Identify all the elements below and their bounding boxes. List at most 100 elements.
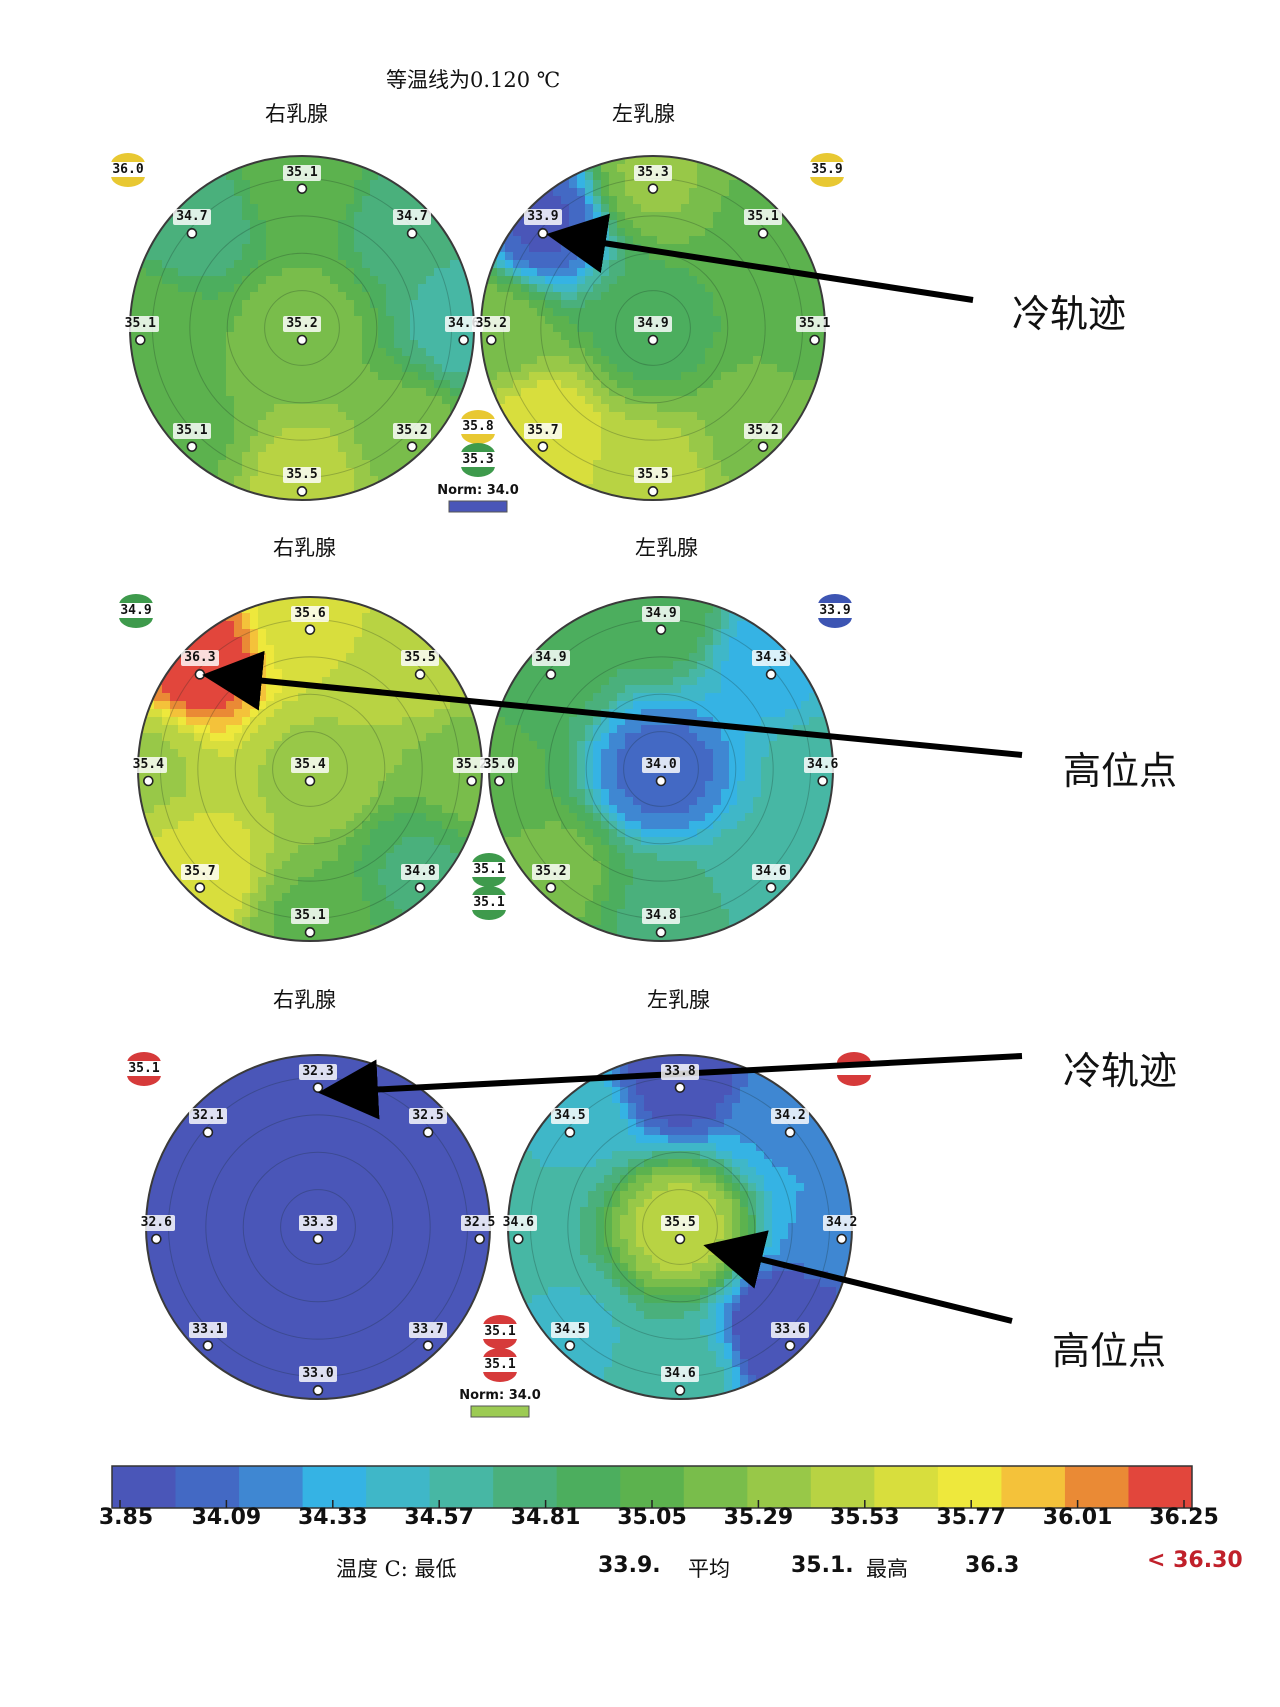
temperature-cell — [162, 845, 171, 854]
temperature-cell — [194, 845, 203, 854]
temperature-cell — [673, 284, 682, 293]
temperature-cell — [250, 869, 259, 878]
temperature-cell — [386, 757, 395, 766]
temperature-cell — [713, 629, 722, 638]
temperature-cell — [521, 396, 530, 405]
temperature-cell — [689, 180, 698, 189]
temperature-cell — [601, 220, 610, 229]
temperature-cell — [306, 268, 315, 277]
temperature-cell — [737, 332, 746, 341]
temperature-cell — [250, 340, 259, 349]
temperature-cell — [210, 228, 219, 237]
temperature-cell — [170, 845, 179, 854]
temperature-cell — [378, 420, 387, 429]
temperature-cell — [513, 420, 522, 429]
temperature-cell — [673, 621, 682, 630]
temperature-cell — [186, 837, 195, 846]
temperature-cell — [450, 292, 459, 301]
temperature-cell — [609, 164, 618, 173]
temperature-cell — [521, 669, 530, 678]
panel1-left-corner-badge — [810, 153, 844, 187]
temperature-cell — [609, 613, 618, 622]
temperature-cell — [242, 436, 251, 445]
temperature-cell — [641, 228, 650, 237]
temperature-cell — [386, 805, 395, 814]
temperature-cell — [553, 204, 562, 213]
temperature-cell — [354, 805, 363, 814]
temperature-cell — [378, 661, 387, 670]
temperature-cell — [394, 765, 403, 774]
temperature-cell — [721, 404, 730, 413]
temperature-cell — [314, 364, 323, 373]
temperature-cell — [386, 733, 395, 742]
temperature-cell — [410, 236, 419, 245]
temperature-cell — [394, 621, 403, 630]
temperature-cell — [210, 388, 219, 397]
temperature-cell — [322, 789, 331, 798]
temperature-cell — [458, 701, 467, 710]
temperature-cell — [386, 356, 395, 365]
temperature-cell — [657, 645, 666, 654]
temperature-cell — [777, 372, 786, 381]
temperature-cell — [290, 420, 299, 429]
temperature-cell — [282, 629, 291, 638]
temperature-cell — [617, 484, 626, 493]
temperature-cell — [178, 260, 187, 269]
temperature-cell — [681, 332, 690, 341]
temperature-cell — [386, 725, 395, 734]
temperature-cell — [338, 436, 347, 445]
temperature-cell — [354, 460, 363, 469]
temperature-cell — [785, 292, 794, 301]
temperature-cell — [418, 749, 427, 758]
temperature-cell — [705, 492, 714, 500]
temperature-cell — [314, 236, 323, 245]
temperature-cell — [402, 308, 411, 317]
temperature-cell — [601, 348, 610, 357]
temperature-cell — [298, 412, 307, 421]
temperature-cell — [609, 380, 618, 389]
temperature-cell — [306, 460, 315, 469]
temperature-cell — [641, 597, 650, 606]
temperature-cell — [585, 436, 594, 445]
temperature-cell — [226, 829, 235, 838]
temperature-cell — [210, 380, 219, 389]
temperature-cell — [689, 196, 698, 205]
temperature-cell — [569, 212, 578, 221]
temperature-cell — [450, 276, 459, 285]
temperature-cell — [218, 188, 227, 197]
temperature-cell — [290, 789, 299, 798]
temperature-cell — [322, 693, 331, 702]
temperature-cell — [434, 228, 443, 237]
temperature-cell — [769, 300, 778, 309]
temperature-cell — [290, 797, 299, 806]
temperature-cell — [338, 645, 347, 654]
temperature-cell — [266, 404, 275, 413]
temperature-cell — [585, 172, 594, 181]
temperature-cell — [258, 645, 267, 654]
temperature-cell — [386, 925, 395, 934]
temperature-cell — [338, 292, 347, 301]
temperature-cell — [258, 460, 267, 469]
temperature-cell — [689, 244, 698, 253]
temperature-cell — [673, 156, 682, 165]
temperature-cell — [561, 292, 570, 301]
temperature-cell — [434, 260, 443, 269]
temperature-cell — [561, 244, 570, 253]
temperature-cell — [681, 228, 690, 237]
temperature-cell — [210, 316, 219, 325]
temperature-cell — [186, 733, 195, 742]
temperature-cell — [378, 284, 387, 293]
temperature-cell — [529, 276, 538, 285]
temperature-cell — [290, 733, 299, 742]
temperature-cell — [226, 324, 235, 333]
temperature-cell — [186, 356, 195, 365]
temperature-cell — [753, 412, 762, 421]
temperature-cell — [210, 709, 219, 718]
temperature-cell — [202, 629, 211, 638]
temperature-cell — [242, 845, 251, 854]
temperature-cell — [410, 196, 419, 205]
temperature-cell — [657, 372, 666, 381]
temperature-cell — [601, 468, 610, 477]
temperature-cell — [394, 260, 403, 269]
temperature-cell — [418, 717, 427, 726]
